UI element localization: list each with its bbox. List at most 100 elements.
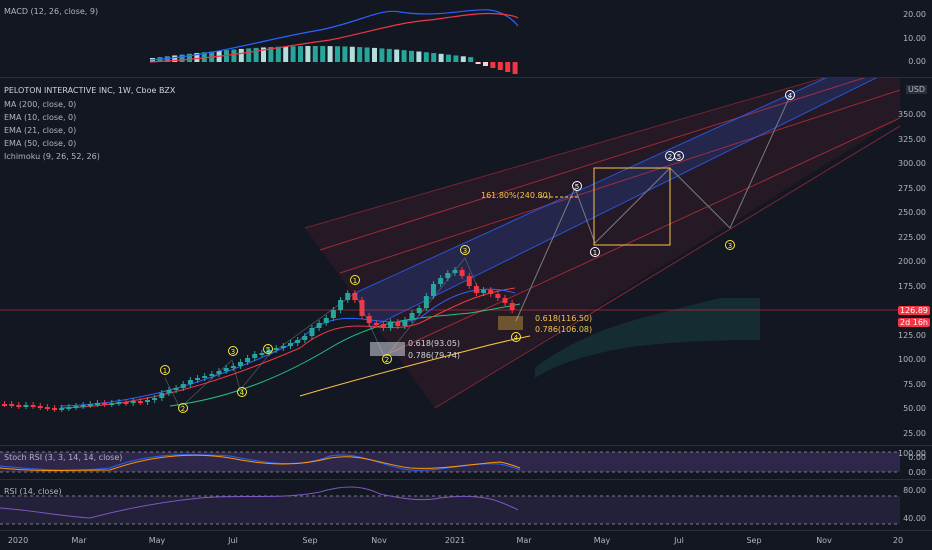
- price-axis-tick: 275.00: [898, 183, 926, 193]
- indicator-ema10[interactable]: EMA (10, close, 0): [4, 113, 77, 122]
- macd-bar: [357, 47, 363, 62]
- macd-bar: [431, 53, 437, 62]
- stoch-tick: 100.00: [898, 449, 926, 458]
- channel-outer: [305, 78, 900, 408]
- wave-marker: [725, 240, 735, 250]
- time-axis-label: May: [148, 536, 166, 545]
- indicator-ema21[interactable]: EMA (21, close, 0): [4, 126, 77, 135]
- wave-marker: [160, 365, 170, 375]
- macd-line: [149, 9, 519, 61]
- wave-label: 5: [575, 183, 579, 191]
- time-axis-label: Jul: [228, 536, 238, 545]
- indicator-ma200[interactable]: MA (200, close, 0): [4, 100, 77, 109]
- macd-bar: [335, 46, 340, 62]
- pane-separator[interactable]: [0, 479, 932, 480]
- macd-tick: 20.00: [903, 10, 926, 19]
- indicator-ema50[interactable]: EMA (50, close, 0): [4, 139, 77, 148]
- wave-path-1: [164, 257, 481, 409]
- wave-label: 4: [514, 334, 519, 342]
- signal-line: [149, 12, 519, 63]
- last-price-tag: 126.89: [898, 306, 930, 315]
- time-axis-label: Jul: [674, 536, 684, 545]
- wave-label: 5: [677, 153, 681, 161]
- macd-bar: [164, 56, 170, 62]
- wave-label: 1: [353, 277, 357, 285]
- time-axis-label: 2021: [444, 536, 466, 545]
- macd-bar: [187, 53, 192, 62]
- macd-bar: [224, 50, 229, 62]
- currency-label[interactable]: USD: [906, 85, 928, 94]
- macd-bar: [409, 50, 414, 62]
- macd-bar: [268, 47, 274, 62]
- macd-bar: [201, 52, 207, 62]
- macd-bar: [231, 49, 237, 62]
- rsi-line: [0, 486, 519, 519]
- macd-bar: [364, 47, 370, 62]
- pane-separator[interactable]: [0, 530, 932, 531]
- price-pane[interactable]: 1 2 3 4 5 1 2 3 4 5 1 2 3 4 5 PELOTON INTERACTIVE INC,…: [0, 78, 932, 462]
- price-axis-tick: 75.00: [903, 379, 926, 389]
- fib-a2-label: 0.786(106.08): [535, 325, 593, 334]
- wave-marker: [674, 151, 684, 161]
- wave-marker: [237, 387, 247, 397]
- macd-bar: [386, 48, 392, 62]
- price-axis-tick: 100.00: [898, 355, 926, 364]
- macd-bar: [372, 47, 377, 62]
- wave-label: 5: [266, 346, 270, 354]
- macd-bar: [483, 62, 488, 66]
- pane-separator[interactable]: [0, 77, 932, 78]
- time-axis-label: May: [593, 536, 611, 545]
- macd-bar: [416, 51, 422, 62]
- macd-bar: [312, 46, 318, 62]
- wave-label: 1: [163, 367, 167, 375]
- macd-bar: [401, 50, 407, 62]
- fib-b1-label: 0.618(93.05): [408, 339, 461, 348]
- countdown-tag: 2d 16h: [898, 318, 930, 327]
- wave-label: 3: [728, 242, 732, 250]
- wave-label: 3: [231, 348, 235, 356]
- price-axis-tick: 350.00: [898, 110, 926, 119]
- macd-bar: [512, 62, 518, 74]
- wave-marker: [590, 247, 600, 257]
- fib-b2-label: 0.786(79.74): [408, 351, 461, 360]
- macd-bar: [275, 46, 281, 62]
- macd-bar: [261, 47, 266, 62]
- macd-bar: [172, 55, 178, 62]
- wave-marker: [572, 181, 582, 191]
- price-axis-tick: 200.00: [898, 257, 926, 266]
- macd-bar: [342, 46, 348, 62]
- price-axis-tick: 225.00: [898, 232, 926, 242]
- macd-bar: [460, 56, 466, 62]
- symbol-title[interactable]: PELOTON INTERACTIVE INC, 1W, Cboe BZX: [4, 86, 176, 95]
- stoch-rsi-pane[interactable]: Stoch RSI (3, 3, 14, 14, close) 100.00 0…: [0, 446, 932, 479]
- candles: [2, 267, 515, 412]
- macd-bar: [453, 55, 459, 62]
- macd-bar: [505, 62, 511, 72]
- price-axis-tick: 25.00: [903, 428, 926, 438]
- macd-plot: [149, 9, 519, 74]
- wave-marker: [178, 403, 188, 413]
- ema-21: [59, 287, 516, 409]
- wave-label: 1: [593, 249, 597, 257]
- macd-bar: [423, 52, 429, 62]
- macd-bar: [438, 53, 444, 62]
- stoch-tick: 0.00: [908, 468, 926, 477]
- macd-bar: [468, 57, 474, 62]
- rsi-pane[interactable]: RSI (14, close) 80.00 40.00: [0, 480, 932, 528]
- macd-pane[interactable]: MACD (12, 26, close, 9) 20.00 10.00 0.00: [0, 0, 932, 77]
- wave-labels: 1 2 3 4 5 1 2 3 4 5 1 2 3 4 5: [160, 90, 795, 413]
- macd-bar: [320, 46, 326, 62]
- stoch-plot: [0, 451, 900, 473]
- fib-box-a: [498, 316, 523, 330]
- stoch-k: [0, 454, 521, 471]
- time-axis-label: Nov: [816, 536, 832, 545]
- pane-separator[interactable]: [0, 445, 932, 446]
- macd-bar: [194, 53, 200, 62]
- wave-label: 2: [181, 405, 185, 413]
- rsi-title[interactable]: RSI (14, close): [4, 487, 62, 496]
- stoch-title[interactable]: Stoch RSI (3, 3, 14, 14, close): [4, 453, 123, 462]
- stoch-d: [0, 454, 521, 471]
- indicator-ichimoku[interactable]: Ichimoku (9, 26, 52, 26): [4, 152, 100, 161]
- macd-bar: [379, 48, 385, 62]
- price-axis-tick: 250.00: [898, 208, 926, 217]
